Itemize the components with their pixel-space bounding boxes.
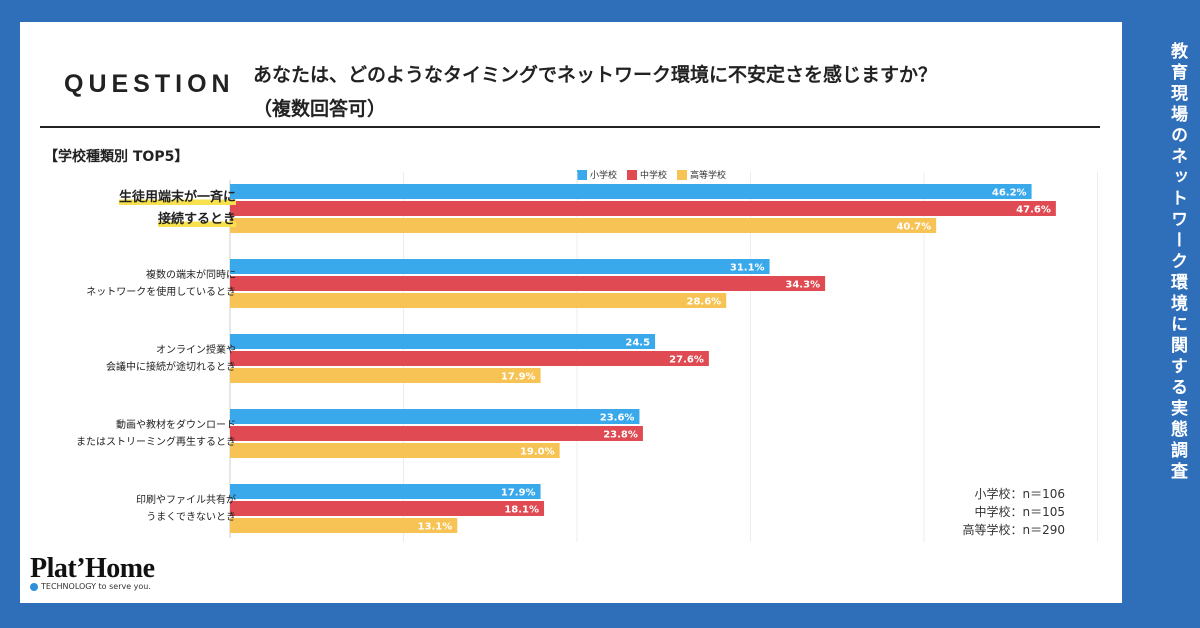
section-label: 【学校種類別 TOP5】 (44, 149, 189, 165)
header-divider (40, 126, 1100, 128)
category-label-line: 複数の端末が同時に (146, 269, 236, 281)
data-label-4-1: 18.1% (504, 505, 539, 516)
side-title: 教育現場のネットワーク環境に関する実態調査 (1167, 42, 1187, 483)
bar-4-2 (230, 518, 458, 533)
company-logo: Plat’Home TECHNOLOGY to serve you. (30, 553, 155, 591)
question-text-line1: あなたは、どのようなタイミングでネットワーク環境に不安定さを感じますか？ (253, 64, 938, 86)
category-label-line: 動画や教材をダウンロード (116, 419, 236, 431)
category-label-line: オンライン授業や (156, 344, 236, 356)
data-label-3-0: 23.6% (600, 413, 635, 424)
category-label-line: 生徒用端末が一斉に (118, 189, 236, 205)
logo-tagline: TECHNOLOGY to serve you. (30, 582, 155, 591)
legend-label: 高等学校 (690, 171, 727, 181)
bar-2-0 (230, 334, 656, 349)
category-label-3: 動画や教材をダウンロードまたはストリーミング再生するとき (40, 417, 236, 451)
note-junior-high: 中学校：n＝105 (974, 505, 1065, 519)
question-label: QUESTION (64, 70, 235, 98)
legend-label: 小学校 (590, 171, 618, 181)
category-label-4: 印刷やファイル共有がうまくできないとき (40, 492, 236, 526)
data-label-3-1: 23.8% (603, 430, 638, 441)
data-label-0-2: 40.7% (896, 222, 931, 233)
bar-4-0 (230, 484, 541, 499)
data-label-1-0: 31.1% (730, 263, 765, 274)
bar-2-2 (230, 368, 541, 383)
category-label-1: 複数の端末が同時にネットワークを使用しているとき (40, 267, 236, 301)
data-label-0-1: 47.6% (1016, 205, 1051, 216)
data-label-3-2: 19.0% (520, 447, 555, 458)
category-label-line: 会議中に接続が途切れるとき (106, 361, 236, 373)
data-label-0-0: 46.2% (992, 188, 1027, 199)
note-high-school: 高等学校：n＝290 (962, 523, 1065, 537)
bar-4-1 (230, 501, 545, 516)
question-text-line2: （複数回答可） (253, 98, 387, 120)
legend-swatch (677, 169, 688, 180)
data-label-1-1: 34.3% (785, 280, 820, 291)
category-label-0: 生徒用端末が一斉に接続するとき (40, 187, 236, 231)
legend-item-1: 中学校 (627, 168, 667, 181)
category-label-line: 印刷やファイル共有が (136, 494, 236, 506)
category-label-line: またはストリーミング再生するとき (76, 436, 236, 448)
logo-tagline-text: TECHNOLOGY to serve you. (41, 582, 151, 591)
bar-0-1 (230, 201, 1056, 216)
sample-size-notes: 小学校：n＝106 中学校：n＝105 高等学校：n＝290 (945, 485, 1065, 539)
bar-3-0 (230, 409, 640, 424)
legend-label: 中学校 (640, 171, 668, 181)
bar-0-0 (230, 184, 1032, 199)
bar-1-1 (230, 276, 826, 291)
category-label-line: 接続するとき (157, 211, 236, 227)
note-elementary: 小学校：n＝106 (974, 487, 1065, 501)
category-label-2: オンライン授業や会議中に接続が途切れるとき (40, 342, 236, 376)
bar-3-2 (230, 443, 560, 458)
bar-0-2 (230, 218, 937, 233)
chart-legend: 小学校 中学校 高等学校 (577, 168, 726, 181)
bar-2-1 (230, 351, 709, 366)
data-label-2-1: 27.6% (669, 355, 704, 366)
logo-name: Plat’Home (30, 553, 155, 584)
data-label-1-2: 28.6% (687, 297, 722, 308)
data-label-4-0: 17.9% (501, 488, 536, 499)
data-label-2-2: 17.9% (501, 372, 536, 383)
legend-item-2: 高等学校 (677, 168, 726, 181)
bar-3-1 (230, 426, 643, 441)
bar-chart: 46.2% 47.6% 40.7% 31.1% 34.3% 28.6% 24.5 27.6% 1… (229, 172, 1098, 542)
question-text: あなたは、どのようなタイミングでネットワーク環境に不安定さを感じますか？ （複数… (253, 58, 1093, 126)
category-label-line: ネットワークを使用しているとき (86, 286, 236, 298)
bar-1-0 (230, 259, 770, 274)
bar-1-2 (230, 293, 727, 308)
legend-swatch (577, 169, 587, 180)
logo-dot-icon (30, 582, 38, 591)
category-label-line: うまくできないとき (146, 511, 236, 523)
legend-item-0: 小学校 (577, 168, 617, 181)
legend-swatch (627, 169, 638, 180)
data-label-4-2: 13.1% (418, 522, 453, 533)
data-label-2-0: 24.5 (625, 338, 650, 349)
content-card: QUESTION あなたは、どのようなタイミングでネットワーク環境に不安定さを感… (20, 22, 1122, 603)
